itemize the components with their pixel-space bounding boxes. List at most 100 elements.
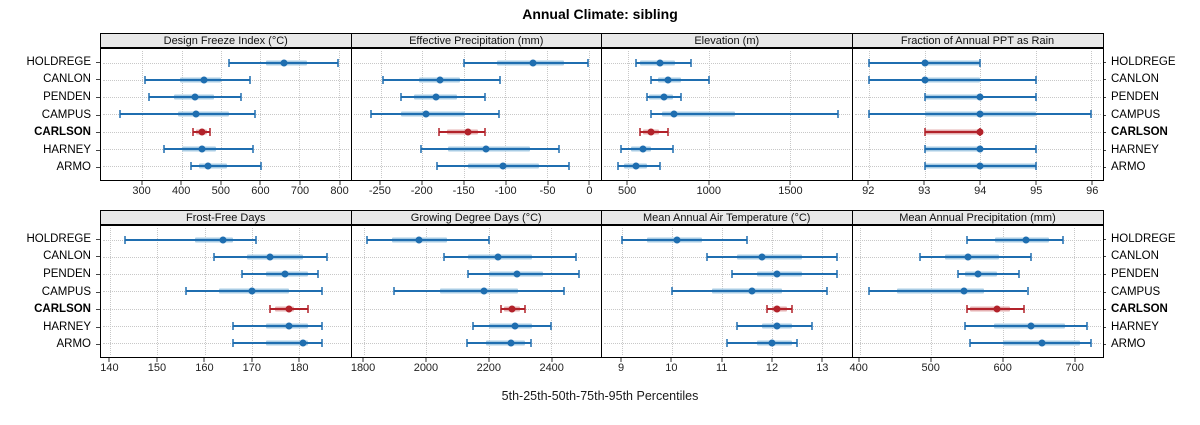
series-row	[853, 140, 1103, 157]
whisker-cap	[956, 270, 959, 279]
whisker-cap	[1026, 287, 1029, 296]
station-label: ARMO	[0, 158, 100, 176]
median-dot	[1027, 322, 1035, 330]
whisker	[190, 165, 262, 168]
whisker	[242, 273, 318, 276]
whisker	[443, 255, 577, 258]
median-dot	[1038, 339, 1046, 347]
whisker	[966, 238, 1064, 241]
strip-title: Mean Annual Precipitation (mm)	[899, 211, 1056, 224]
station-tick	[96, 273, 100, 275]
station-tick	[96, 167, 100, 169]
station-label: PENDEN	[0, 88, 100, 106]
whisker	[393, 290, 564, 293]
whisker-cap	[1034, 145, 1037, 154]
axis-tick-label: 700	[290, 185, 310, 197]
whisker	[145, 78, 250, 81]
station-label-column-left: HOLDREGE CANLON PENDEN CAMPUS CARLSON HARNEY A…	[0, 225, 100, 358]
station-label-text: CANLON	[43, 73, 91, 86]
station-tick	[1102, 273, 1106, 275]
station-tick	[1102, 256, 1106, 258]
plot-area	[350, 48, 602, 181]
median-dot	[964, 253, 972, 261]
station-label: ARMO	[1102, 158, 1200, 176]
series-row	[352, 335, 602, 352]
axis-tick-label: 96	[1086, 185, 1099, 197]
h-gridline	[604, 274, 850, 276]
series-row	[853, 283, 1103, 300]
axis-tick	[551, 358, 553, 362]
series-rows	[352, 49, 602, 180]
whisker-cap	[437, 127, 440, 136]
whisker-cap	[923, 93, 926, 102]
whisker-cap	[635, 58, 638, 67]
station-tick	[96, 238, 100, 240]
whisker-cap	[321, 322, 324, 331]
axis-tick-label: 10	[665, 362, 678, 374]
station-tick	[1102, 61, 1106, 63]
median-dot	[670, 110, 678, 118]
axis-tick	[1074, 358, 1076, 362]
axis-tick	[141, 181, 143, 185]
median-dot	[198, 145, 206, 153]
axis-tick-label: 400	[849, 362, 868, 374]
whisker-cap	[497, 110, 500, 119]
whisker-cap	[321, 339, 324, 348]
axis-tick	[626, 181, 628, 185]
axis-tick-label: -50	[539, 185, 556, 197]
whisker-cap	[462, 58, 465, 67]
whisker	[731, 273, 837, 276]
axis-tick-label: -250	[368, 185, 391, 197]
whisker-cap	[968, 339, 971, 348]
series-row	[853, 106, 1103, 123]
strip-title: Fraction of Annual PPT as Rain	[900, 34, 1055, 47]
axis-tick	[771, 358, 773, 362]
median-dot	[415, 236, 423, 244]
series-rows	[853, 49, 1103, 180]
axis-tick	[220, 181, 222, 185]
axis-tick-label: 13	[816, 362, 829, 374]
whisker-cap	[578, 270, 581, 279]
whisker-cap	[147, 93, 150, 102]
whisker-cap	[705, 252, 708, 261]
axis-tick-label: 2000	[413, 362, 439, 374]
whisker-cap	[231, 322, 234, 331]
station-label: CANLON	[1102, 71, 1200, 89]
station-label: CARLSON	[1102, 300, 1200, 318]
h-gridline	[103, 131, 349, 133]
whisker-cap	[810, 322, 813, 331]
series-row	[853, 54, 1103, 71]
whisker-cap	[500, 304, 503, 313]
median-dot	[422, 110, 430, 118]
whisker-cap	[1034, 93, 1037, 102]
station-label-text: HOLDREGE	[26, 232, 91, 245]
station-tick	[96, 344, 100, 346]
panel-strip: Elevation (m)	[601, 33, 853, 48]
whisker-cap	[227, 58, 230, 67]
whisker-cap	[558, 145, 561, 154]
station-label: CARLSON	[0, 300, 100, 318]
station-tick	[96, 291, 100, 293]
panel-strip: Fraction of Annual PPT as Rain	[851, 33, 1104, 48]
x-axis: 140 150 160 170 180	[100, 358, 352, 378]
whisker-cap	[321, 287, 324, 296]
whisker-cap	[248, 75, 251, 84]
whisker-cap	[735, 322, 738, 331]
whisker	[965, 325, 1087, 328]
whisker-cap	[707, 75, 710, 84]
axis-tick-label: 400	[172, 185, 191, 197]
series-row	[853, 231, 1103, 248]
whisker	[621, 238, 747, 241]
median-dot	[974, 270, 981, 278]
strip-title: Mean Annual Air Temperature (°C)	[643, 211, 811, 224]
axis-tick-label: 0	[586, 185, 593, 197]
h-gridline	[604, 308, 850, 310]
series-row	[853, 248, 1103, 265]
series-row	[352, 231, 602, 248]
series-row	[352, 140, 602, 157]
whisker-cap	[1022, 304, 1025, 313]
station-label-text: HOLDREGE	[26, 55, 91, 68]
median-dot	[656, 59, 664, 67]
median-dot	[464, 128, 472, 136]
median-dot	[219, 236, 227, 244]
